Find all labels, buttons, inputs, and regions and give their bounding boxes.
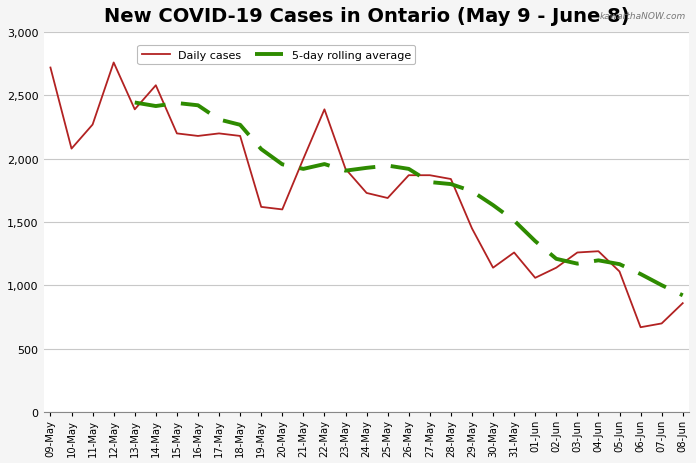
5-day rolling average (131, 100, 139, 106)
Daily cases (278, 207, 287, 213)
5-day rolling average (193, 103, 202, 109)
5-day rolling average (363, 166, 371, 171)
5-day rolling average (320, 162, 329, 168)
5-day rolling average (215, 118, 223, 123)
Daily cases (447, 177, 455, 182)
Daily cases (341, 167, 349, 172)
5-day rolling average (468, 189, 476, 194)
Daily cases (299, 156, 308, 162)
Text: kawarthaNOW.com: kawarthaNOW.com (599, 12, 686, 20)
Daily cases (426, 173, 434, 179)
5-day rolling average (658, 283, 666, 288)
5-day rolling average (341, 169, 349, 174)
Daily cases (173, 131, 181, 137)
5-day rolling average (426, 180, 434, 186)
Daily cases (68, 146, 76, 152)
Daily cases (193, 134, 202, 139)
5-day rolling average (489, 203, 497, 208)
5-day rolling average (510, 219, 519, 224)
Daily cases (574, 250, 582, 256)
Daily cases (131, 107, 139, 113)
Daily cases (383, 196, 392, 201)
5-day rolling average (173, 101, 181, 106)
5-day rolling average (299, 167, 308, 172)
Daily cases (88, 123, 97, 128)
5-day rolling average (447, 182, 455, 188)
5-day rolling average (552, 257, 560, 262)
Daily cases (320, 107, 329, 113)
Daily cases (109, 61, 118, 66)
Daily cases (636, 325, 644, 330)
Daily cases (658, 321, 666, 326)
5-day rolling average (257, 147, 265, 153)
5-day rolling average (278, 162, 287, 168)
Daily cases (215, 131, 223, 137)
Daily cases (531, 275, 539, 281)
5-day rolling average (383, 163, 392, 169)
Daily cases (363, 191, 371, 196)
Title: New COVID-19 Cases in Ontario (May 9 - June 8): New COVID-19 Cases in Ontario (May 9 - J… (104, 7, 629, 26)
Line: 5-day rolling average: 5-day rolling average (135, 103, 683, 296)
5-day rolling average (636, 272, 644, 277)
Daily cases (552, 265, 560, 271)
Daily cases (615, 269, 624, 275)
Daily cases (152, 83, 160, 89)
5-day rolling average (236, 123, 244, 128)
Daily cases (46, 66, 54, 71)
5-day rolling average (594, 258, 603, 263)
5-day rolling average (679, 293, 687, 299)
Daily cases (594, 249, 603, 255)
5-day rolling average (152, 104, 160, 110)
Daily cases (679, 301, 687, 307)
Legend: Daily cases, 5-day rolling average: Daily cases, 5-day rolling average (137, 46, 416, 65)
Daily cases (489, 265, 497, 271)
Daily cases (468, 226, 476, 232)
Daily cases (404, 173, 413, 179)
Daily cases (510, 250, 519, 256)
Daily cases (257, 205, 265, 210)
5-day rolling average (574, 261, 582, 267)
5-day rolling average (531, 239, 539, 244)
Daily cases (236, 134, 244, 139)
Line: Daily cases: Daily cases (50, 63, 683, 327)
5-day rolling average (404, 167, 413, 172)
5-day rolling average (615, 262, 624, 267)
